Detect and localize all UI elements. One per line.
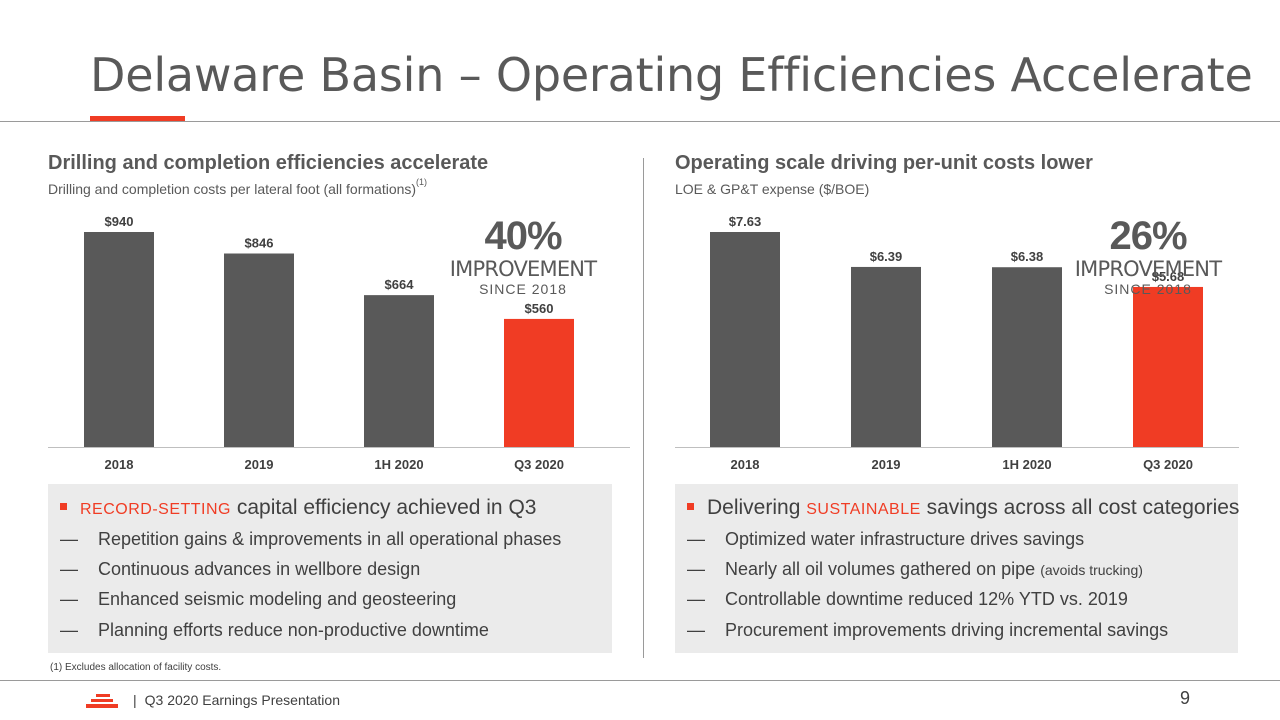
bar-q3-2020 (504, 318, 574, 447)
left-highlight-keyword: RECORD-SETTING (80, 501, 231, 518)
left-highlights-box: RECORD-SETTING capital efficiency achiev… (48, 484, 612, 653)
right-panel-subtitle: LOE & GP&T expense ($/BOE) (675, 181, 870, 197)
right-subitem: — Optimized water infrastructure drives s… (687, 529, 1084, 550)
right-panel-heading: Operating scale driving per-unit costs l… (675, 152, 1093, 174)
left-subitem: — Enhanced seismic modeling and geosteeri… (60, 589, 456, 610)
right-subitem: — Nearly all oil volumes gathered on pipe… (687, 559, 1143, 580)
bar-2018 (710, 232, 780, 447)
bullet-square-icon (60, 502, 67, 510)
company-logo-icon (86, 694, 118, 708)
bar-1h-2020 (364, 295, 434, 447)
right-highlight-keyword: SUSTAINABLE (806, 501, 921, 518)
right-highlight-main: Delivering SUSTAINABLE savings across al… (687, 496, 1239, 520)
bar-2019 (224, 253, 294, 447)
left-panel-subtitle: Drilling and completion costs per latera… (48, 177, 427, 197)
bar-1h-2020 (992, 267, 1062, 447)
right-highlight-prefix: Delivering (707, 496, 807, 519)
bar-value-label: $940 (105, 214, 134, 229)
dash-icon: — (60, 589, 78, 609)
right-improvement-since: SINCE 2018 (1104, 281, 1192, 297)
dash-icon: — (687, 589, 705, 609)
left-subitem-text: Enhanced seismic modeling and geosteerin… (98, 589, 457, 609)
page-number: 9 (1180, 688, 1191, 708)
left-subitem: — Planning efforts reduce non-productive … (60, 620, 489, 641)
footer-separator: | (133, 692, 137, 708)
right-improvement-label: IMPROVEMENT (1074, 257, 1222, 281)
category-tick-label: Q3 2020 (514, 457, 564, 472)
left-improvement-percent: 40% (484, 214, 562, 258)
right-improvement-percent: 26% (1109, 214, 1187, 258)
footer-divider (0, 680, 1280, 681)
category-tick-label: 2018 (731, 457, 760, 472)
left-panel-heading: Drilling and completion efficiencies acc… (48, 152, 489, 174)
bar-2018 (84, 232, 154, 447)
bar-value-label: $7.63 (729, 214, 762, 229)
title-divider (0, 121, 1280, 122)
left-subitem-text: Continuous advances in wellbore design (98, 559, 421, 579)
category-tick-label: 1H 2020 (1002, 457, 1051, 472)
panel-divider (643, 158, 644, 658)
dash-icon: — (687, 529, 705, 549)
bar-q3-2020 (1133, 286, 1203, 447)
bar-value-label: $6.39 (870, 249, 903, 264)
left-highlight-text: capital efficiency achieved in Q3 (231, 496, 537, 519)
right-bar-chart: $7.63 2018 $6.39 2019 $6.38 1H 2020 $5.68 Q3 20… (675, 214, 1239, 472)
bar-2019 (851, 266, 921, 447)
left-panel-subtitle-footnote-ref: (1) (416, 177, 428, 187)
left-highlight-main: RECORD-SETTING capital efficiency achiev… (60, 496, 536, 520)
dash-icon: — (60, 529, 78, 549)
footnote: (1) Excludes allocation of facility cost… (50, 662, 222, 673)
left-subitem-text: Planning efforts reduce non-productive d… (98, 620, 489, 640)
bar-value-label: $560 (525, 301, 554, 316)
bar-value-label: $6.38 (1011, 249, 1044, 264)
right-highlights-box: Delivering SUSTAINABLE savings across al… (675, 484, 1239, 653)
right-subitem-note: (avoids trucking) (1040, 562, 1143, 578)
bar-value-label: $5.68 (1152, 269, 1185, 284)
right-highlight-text: savings across all cost categories (920, 496, 1240, 519)
category-tick-label: 1H 2020 (374, 457, 423, 472)
right-subitem: — Controllable downtime reduced 12% YTD v… (687, 589, 1128, 610)
right-subitem-text: Optimized water infrastructure drives sa… (725, 529, 1085, 549)
bar-value-label: $664 (385, 277, 415, 292)
dash-icon: — (60, 559, 78, 579)
right-subitem: — Procurement improvements driving increm… (687, 620, 1168, 641)
left-subitem-text: Repetition gains & improvements in all o… (98, 529, 562, 549)
footer-label: | Q3 2020 Earnings Presentation (133, 692, 340, 708)
right-improvement-callout: 26% IMPROVEMENT SINCE 2018 (1068, 214, 1228, 298)
category-tick-label: Q3 2020 (1143, 457, 1193, 472)
left-improvement-since: SINCE 2018 (479, 281, 567, 297)
title-accent-bar (90, 116, 185, 121)
left-improvement-label: IMPROVEMENT (449, 257, 597, 281)
bullet-square-icon (687, 502, 694, 510)
bar-value-label: $846 (245, 236, 274, 251)
slide-title: Delaware Basin – Operating Efficiencies … (90, 48, 1253, 102)
dash-icon: — (687, 620, 705, 640)
left-subitem: — Repetition gains & improvements in all … (60, 529, 561, 550)
left-panel-subtitle-text: Drilling and completion costs per latera… (48, 181, 417, 197)
left-improvement-callout: 40% IMPROVEMENT SINCE 2018 (443, 214, 603, 298)
right-subitem-text: Nearly all oil volumes gathered on pipe (725, 559, 1041, 579)
dash-icon: — (687, 559, 705, 579)
left-bar-chart: $940 2018 $846 2019 $664 1H 2020 $560 Q3 2020 (48, 214, 630, 472)
footer-presentation-name: Q3 2020 Earnings Presentation (144, 692, 340, 708)
category-tick-label: 2019 (245, 457, 274, 472)
category-tick-label: 2018 (105, 457, 134, 472)
right-subitem-text: Controllable downtime reduced 12% YTD vs… (725, 589, 1128, 609)
left-subitem: — Continuous advances in wellbore design (60, 559, 420, 580)
right-subitem-text: Procurement improvements driving increme… (725, 620, 1169, 640)
category-tick-label: 2019 (872, 457, 901, 472)
dash-icon: — (60, 620, 78, 640)
